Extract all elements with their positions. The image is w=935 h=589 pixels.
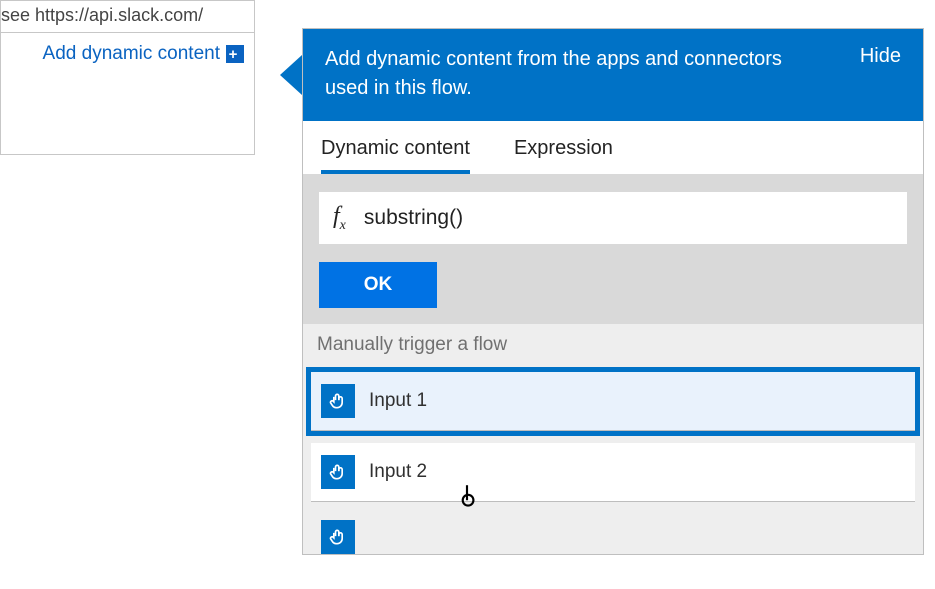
expression-value: substring() <box>364 206 463 230</box>
tab-bar: Dynamic content Expression <box>303 121 923 174</box>
items-list: Input 1 Input 2 <box>303 366 923 554</box>
callout-arrow-icon <box>280 55 302 95</box>
panel-header-text: Add dynamic content from the apps and co… <box>325 45 805 103</box>
list-item-partial <box>311 514 915 554</box>
ok-button[interactable]: OK <box>319 262 437 308</box>
url-hint-text: see https://api.slack.com/ <box>1 1 254 33</box>
add-dynamic-content-link[interactable]: Add dynamic content + <box>43 43 244 65</box>
plus-icon: + <box>226 45 244 63</box>
expression-input[interactable]: fx substring() <box>319 192 907 244</box>
touch-icon <box>321 455 355 489</box>
list-item-input-2[interactable]: Input 2 <box>311 443 915 502</box>
touch-icon <box>321 384 355 418</box>
hide-button[interactable]: Hide <box>860 45 901 68</box>
source-card: see https://api.slack.com/ Add dynamic c… <box>0 0 255 155</box>
touch-icon <box>321 520 355 554</box>
section-title: Manually trigger a flow <box>303 324 923 366</box>
add-dynamic-label: Add dynamic content <box>43 43 220 65</box>
item-label: Input 1 <box>369 390 427 412</box>
item-label: Input 2 <box>369 461 427 483</box>
fx-icon: fx <box>333 203 346 234</box>
dynamic-content-panel: Add dynamic content from the apps and co… <box>302 28 924 555</box>
expression-area: fx substring() OK <box>303 174 923 324</box>
list-item-input-1[interactable]: Input 1 <box>311 372 915 431</box>
panel-header: Add dynamic content from the apps and co… <box>303 29 923 121</box>
tab-expression[interactable]: Expression <box>514 137 613 174</box>
tab-dynamic-content[interactable]: Dynamic content <box>321 137 470 174</box>
add-dynamic-row: Add dynamic content + <box>1 33 254 65</box>
